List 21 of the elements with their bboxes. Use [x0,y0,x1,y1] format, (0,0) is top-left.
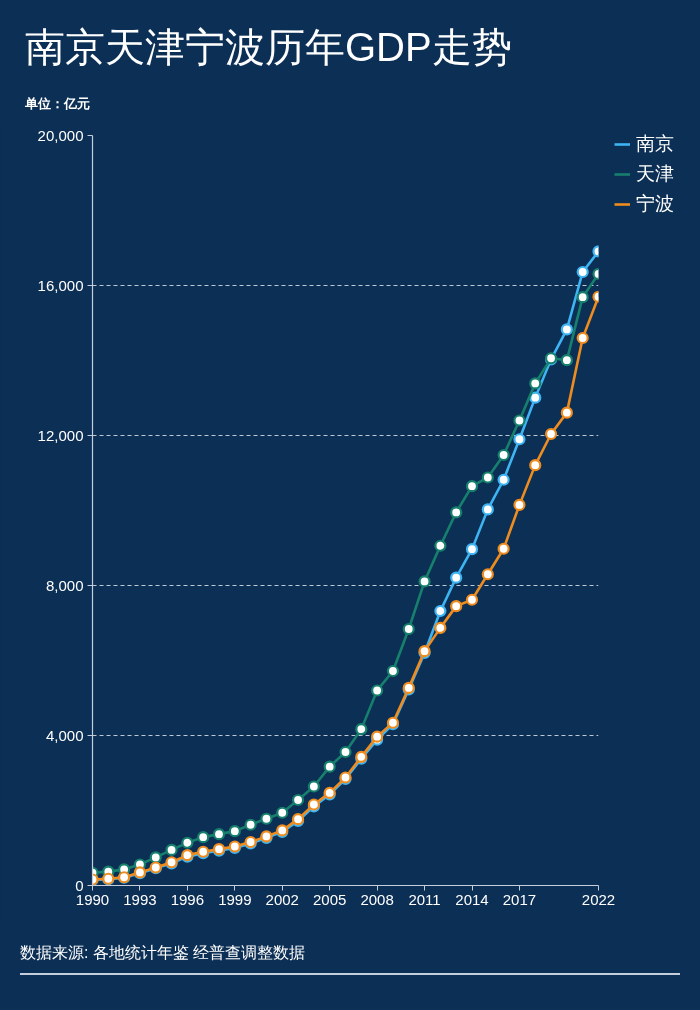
source-note: 数据来源: 各地统计年鉴 经普查调整数据 [20,943,306,963]
y-tick-label: 12,000 [37,426,84,444]
x-tick-label: 2017 [502,890,537,908]
chart-title: 南京天津宁波历年GDP走势 [25,25,512,69]
x-tick-label: 2005 [313,890,347,908]
y-tick-label: 4,000 [45,726,84,744]
legend-label: 天津 [636,162,674,186]
y-tick-label: 16,000 [37,276,84,294]
y-tick-label: 8,000 [45,576,84,594]
x-tick-label: 2002 [265,890,299,908]
legend-label: 宁波 [636,192,674,216]
y-tick-label: 20,000 [37,126,84,144]
x-tick-label: 2022 [581,890,616,908]
y-axis-title: 单位：亿元 [25,95,90,113]
x-tick-label: 2008 [360,890,394,908]
legend-label: 南京 [636,132,674,156]
x-tick-label: 1993 [123,890,157,908]
x-tick-label: 1996 [170,890,205,908]
x-tick-label: 1999 [218,890,252,908]
x-tick-label: 2011 [408,890,441,908]
x-tick-label: 2014 [455,890,489,908]
